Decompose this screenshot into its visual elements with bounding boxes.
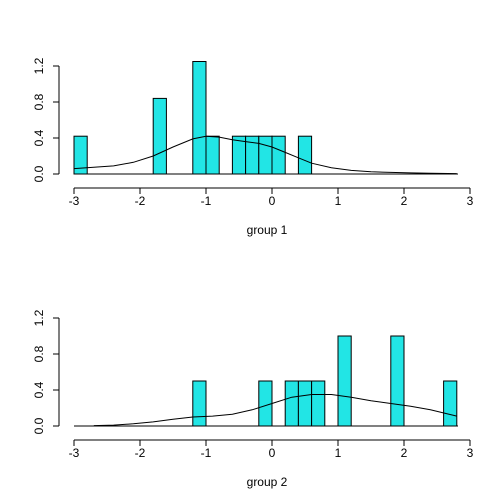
y-tick-label: 0.4	[32, 129, 46, 146]
histogram-bar	[284, 380, 299, 427]
x-tick-label: -3	[69, 446, 80, 460]
x-axis: -3 -2 -1 0 1 2 3	[69, 439, 474, 460]
density-curve-layer	[73, 135, 457, 175]
histogram-bar	[271, 135, 286, 175]
histogram-panel-group-1: -3 -2 -1 0 1 2 3 0.0 0.4 0.8 1.2 group 1	[32, 57, 474, 237]
x-tick-label: -2	[135, 194, 146, 208]
x-tick-label: 2	[401, 446, 408, 460]
y-tick-label: 0.8	[32, 93, 46, 110]
x-tick-label: 2	[401, 194, 408, 208]
density-curve	[93, 394, 457, 427]
histogram-bar	[205, 135, 220, 175]
histogram-panel-group-2: -3 -2 -1 0 1 2 3 0.0 0.4 0.8 1.2 group 2	[32, 309, 474, 489]
y-tick-label: 1.2	[32, 57, 46, 74]
x-tick-label: 1	[335, 194, 342, 208]
y-axis: 0.0 0.4 0.8 1.2	[32, 57, 60, 182]
x-tick-label: 0	[269, 446, 276, 460]
histogram-bar	[311, 380, 326, 427]
histogram-bar	[231, 135, 247, 175]
x-tick-label: 0	[269, 194, 276, 208]
histogram-bar	[192, 61, 207, 175]
x-tick-label: 3	[467, 446, 474, 460]
histogram-bar	[152, 97, 167, 175]
density-curve-layer	[93, 394, 457, 427]
histogram-bar	[297, 380, 313, 427]
x-tick-label: 3	[467, 194, 474, 208]
y-tick-label: 0.0	[32, 165, 46, 182]
density-curve	[73, 135, 457, 175]
x-tick-label: -1	[201, 194, 212, 208]
x-tick-label: -1	[201, 446, 212, 460]
histogram-bar	[337, 335, 352, 427]
y-axis: 0.0 0.4 0.8 1.2	[32, 309, 60, 434]
bars-layer	[74, 335, 458, 427]
x-axis-label: group 1	[247, 223, 288, 237]
y-tick-label: 1.2	[32, 309, 46, 326]
histogram-bar	[258, 380, 273, 427]
y-tick-label: 0.8	[32, 345, 46, 362]
x-tick-label: -3	[69, 194, 80, 208]
histogram-bar	[258, 135, 273, 175]
x-axis: -3 -2 -1 0 1 2 3	[69, 187, 474, 208]
y-tick-label: 0.0	[32, 417, 46, 434]
bars-layer	[73, 61, 458, 175]
histogram-bar	[297, 135, 313, 175]
histogram-bar	[443, 380, 458, 427]
histogram-bar	[192, 380, 207, 427]
histogram-bar	[390, 335, 405, 427]
x-tick-label: 1	[335, 446, 342, 460]
x-axis-label: group 2	[247, 475, 288, 489]
y-tick-label: 0.4	[32, 381, 46, 398]
x-tick-label: -2	[135, 446, 146, 460]
